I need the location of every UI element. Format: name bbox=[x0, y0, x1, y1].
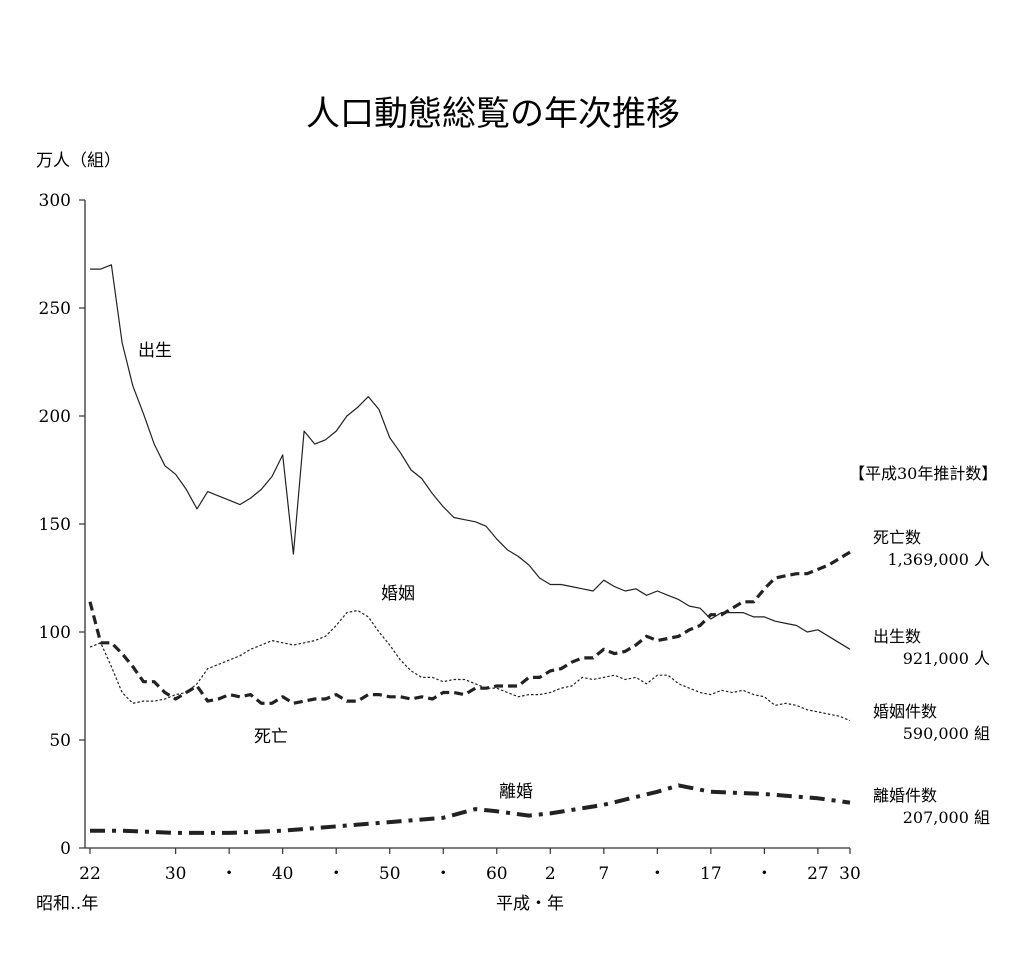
annotation-births: 出生 bbox=[138, 341, 172, 361]
legend-value-deaths: 1,369,000 人 bbox=[887, 550, 990, 569]
legend-value-divorces: 207,000 組 bbox=[903, 808, 990, 827]
x-tick-label: ・ bbox=[221, 864, 238, 884]
x-tick-label: ・ bbox=[756, 864, 773, 884]
y-tick-label: 50 bbox=[49, 731, 71, 751]
legend-name-deaths: 死亡数 bbox=[873, 528, 921, 547]
y-tick-label: 0 bbox=[60, 839, 71, 859]
x-tick-label: ・ bbox=[328, 864, 345, 884]
legend-value-births: 921,000 人 bbox=[903, 649, 990, 668]
x-tick-label: 50 bbox=[379, 864, 401, 884]
series-line-2 bbox=[89, 609, 851, 722]
legend-value-marriages: 590,000 組 bbox=[903, 724, 990, 743]
annotation-deaths: 死亡 bbox=[254, 727, 288, 747]
y-tick-label: 150 bbox=[39, 515, 71, 535]
annotation-divorces: 離婚 bbox=[499, 782, 533, 802]
y-tick-label: 250 bbox=[39, 299, 71, 319]
chart-title: 人口動態総覧の年次推移 bbox=[306, 94, 680, 134]
x-tick-label: 30 bbox=[165, 864, 187, 884]
legend-name-divorces: 離婚件数 bbox=[873, 786, 937, 805]
series-line-3 bbox=[90, 783, 851, 835]
legend-name-marriages: 婚姻件数 bbox=[873, 702, 937, 721]
x-tick-label: 60 bbox=[486, 864, 508, 884]
x-tick-label: ・ bbox=[435, 864, 452, 884]
annotation-marriages: 婚姻 bbox=[381, 584, 415, 604]
y-tick-label: 100 bbox=[39, 623, 71, 643]
x-tick-label: 7 bbox=[598, 864, 609, 884]
x-axis-label-heisei: 平成・年 bbox=[496, 894, 564, 914]
x-tick-label: ・ bbox=[649, 864, 666, 884]
legend-header: 【平成30年推計数】 bbox=[849, 464, 997, 483]
x-tick-label: 2 bbox=[545, 864, 556, 884]
x-tick-label: 30 bbox=[839, 864, 861, 884]
y-tick-label: 200 bbox=[39, 407, 71, 427]
legend-name-births: 出生数 bbox=[873, 627, 921, 646]
series-line-1 bbox=[88, 550, 851, 705]
x-axis-label-showa: 昭和‥年 bbox=[36, 894, 98, 914]
x-tick-label: 27 bbox=[807, 864, 829, 884]
y-tick-label: 300 bbox=[39, 191, 71, 211]
y-axis-label: 万人（組） bbox=[36, 151, 121, 171]
x-tick-label: 40 bbox=[272, 864, 294, 884]
x-tick-label: 17 bbox=[700, 864, 722, 884]
x-tick-label: 22 bbox=[79, 864, 101, 884]
series-line-0 bbox=[90, 264, 851, 650]
